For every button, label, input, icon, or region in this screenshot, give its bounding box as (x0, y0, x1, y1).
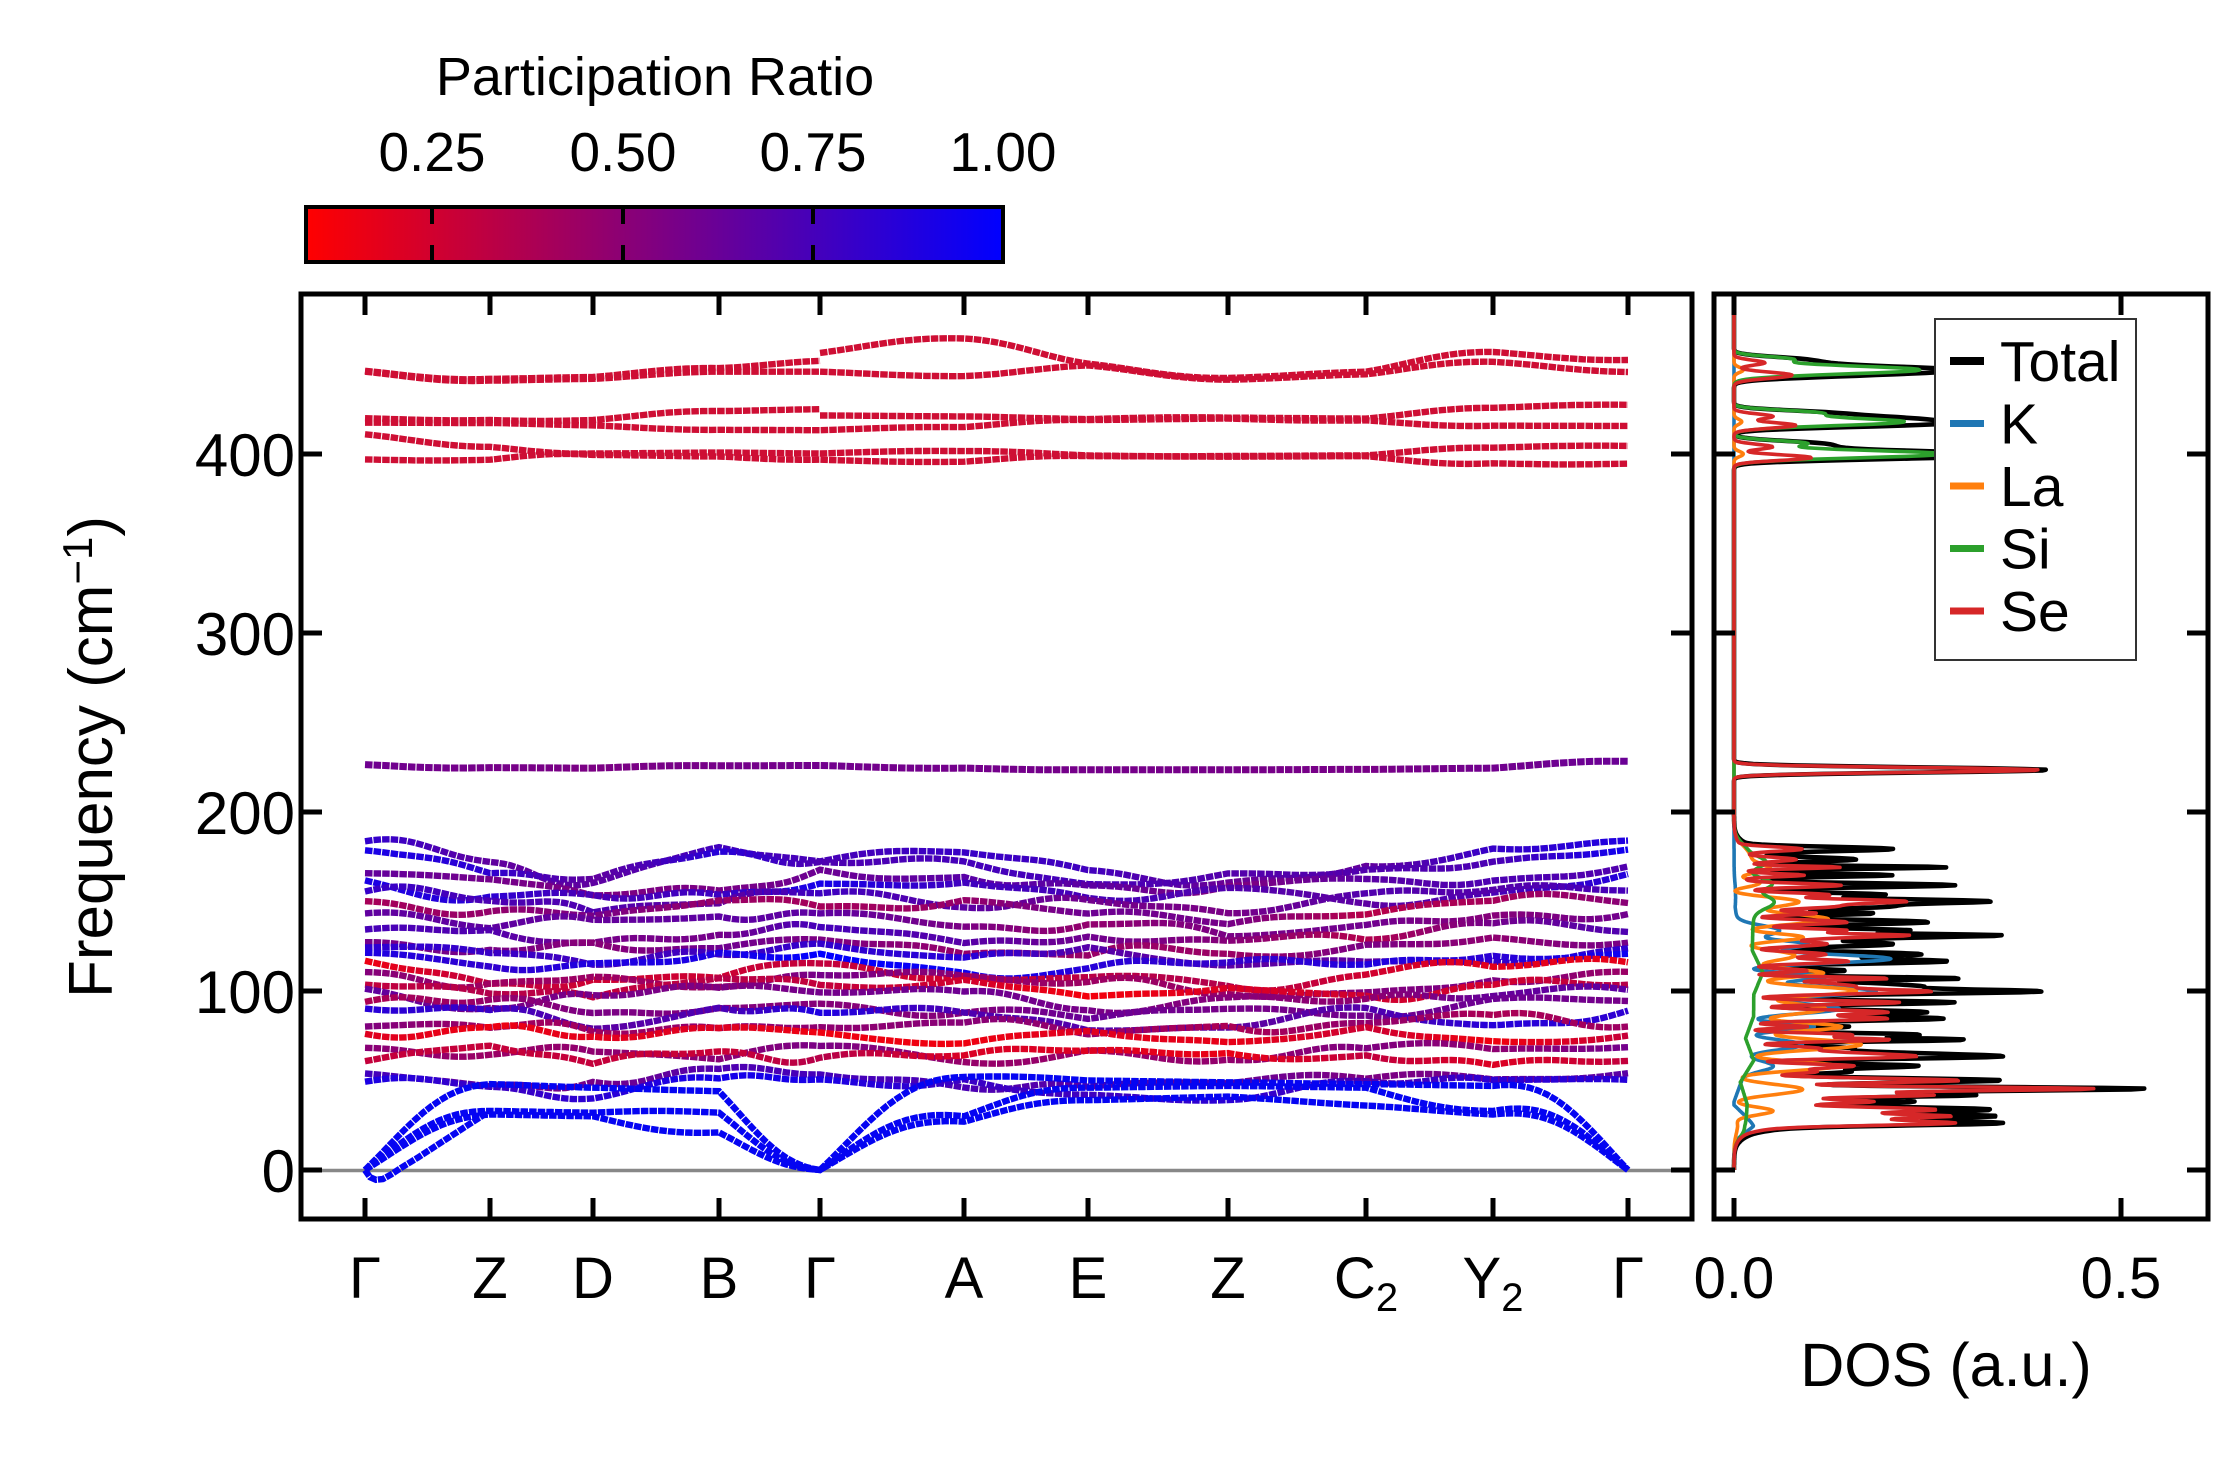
svg-text:K: K (2000, 393, 2038, 457)
svg-text:Γ: Γ (804, 1246, 836, 1311)
svg-text:0.0: 0.0 (1694, 1246, 1775, 1311)
svg-text:Z: Z (1210, 1246, 1245, 1311)
svg-text:Se: Se (2000, 580, 2070, 644)
svg-text:Frequency (cm−1): Frequency (cm−1) (54, 516, 126, 998)
svg-text:100: 100 (195, 959, 295, 1026)
svg-text:DOS (a.u.): DOS (a.u.) (1800, 1331, 2092, 1399)
svg-text:Γ: Γ (1612, 1246, 1644, 1311)
svg-text:Participation Ratio: Participation Ratio (436, 47, 874, 107)
svg-text:400: 400 (195, 422, 295, 489)
svg-text:La: La (2000, 455, 2064, 519)
svg-text:B: B (700, 1246, 739, 1311)
svg-text:1.00: 1.00 (949, 121, 1056, 183)
svg-text:Si: Si (2000, 518, 2051, 582)
svg-text:D: D (572, 1246, 614, 1311)
svg-text:Γ: Γ (349, 1246, 381, 1311)
svg-text:0.25: 0.25 (378, 121, 485, 183)
svg-text:E: E (1069, 1246, 1108, 1311)
svg-text:0.50: 0.50 (569, 121, 676, 183)
svg-text:0.75: 0.75 (759, 121, 866, 183)
svg-text:Total: Total (2000, 330, 2120, 394)
svg-text:200: 200 (195, 780, 295, 847)
svg-text:Z: Z (472, 1246, 507, 1311)
svg-text:300: 300 (195, 601, 295, 668)
svg-text:0: 0 (262, 1138, 295, 1205)
svg-text:0.5: 0.5 (2081, 1246, 2162, 1311)
svg-text:A: A (945, 1246, 984, 1311)
